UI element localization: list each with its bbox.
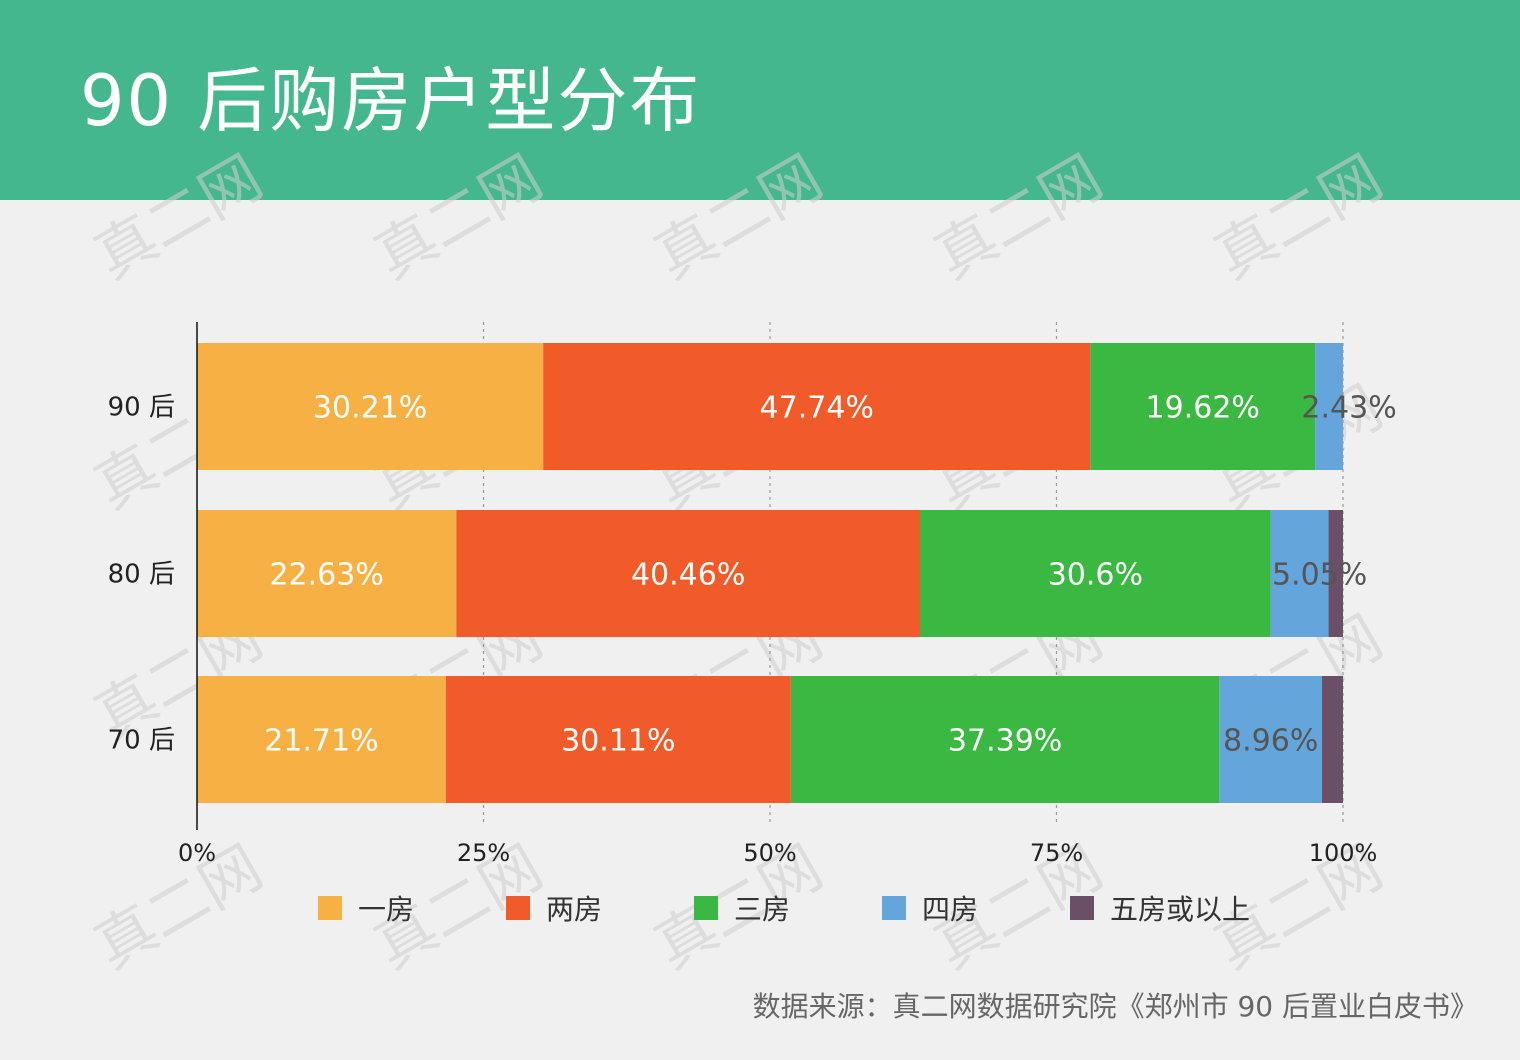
x-tick-label: 50% (743, 839, 796, 867)
category-label: 90 后 (108, 393, 175, 423)
axis: 0% 25% 50% 75% 100% (178, 322, 1377, 867)
legend-item: 五房或以上 (1070, 888, 1250, 928)
legend-item: 三房 (694, 888, 790, 928)
data-label: 22.63% (269, 558, 383, 593)
bar-segment (1328, 510, 1343, 637)
data-label: 30.11% (561, 724, 675, 759)
legend-label: 两房 (546, 893, 603, 926)
legend: 一房 两房 三房 四房 五房或以上 (0, 888, 1520, 928)
watermark-text: 真二网 (923, 142, 1114, 293)
legend-swatch (318, 896, 342, 920)
bar-segment (1270, 510, 1329, 637)
legend-item: 四房 (882, 888, 978, 928)
legend-label: 五房或以上 (1110, 893, 1251, 926)
data-label: 30.21% (313, 391, 427, 426)
chart-title: 90 后购房户型分布 (80, 60, 702, 142)
legend-label: 一房 (358, 893, 415, 926)
legend-label: 四房 (922, 893, 979, 926)
legend-item: 两房 (506, 888, 602, 928)
bar-segment (790, 676, 1220, 803)
data-label: 8.96% (1223, 724, 1318, 759)
data-label: 40.46% (631, 558, 745, 593)
value-labels: 30.21% 47.74% 19.62% 2.43% 90 后 22.63% 40.46% 3… (108, 391, 1397, 759)
bar-segment (445, 676, 791, 803)
data-label: 2.43% (1301, 391, 1396, 426)
data-label: 5.05% (1272, 558, 1367, 593)
bar-segment (1090, 343, 1316, 470)
x-tick-label: 75% (1030, 839, 1083, 867)
bar-segment (456, 510, 921, 637)
x-tick-label: 100% (1309, 839, 1378, 867)
bar-segment (543, 343, 1091, 470)
category-label: 80 后 (108, 560, 175, 590)
watermark-text: 真二网 (1203, 142, 1394, 293)
watermark-text: 真二网 (363, 142, 554, 293)
x-tick-label: 0% (178, 839, 216, 867)
bar-segment (1219, 676, 1323, 803)
legend-item: 一房 (318, 888, 414, 928)
category-label: 70 后 (108, 726, 175, 756)
bar-segment (197, 510, 457, 637)
bar-segment (197, 676, 446, 803)
data-label: 37.39% (948, 724, 1062, 759)
data-label: 21.71% (264, 724, 378, 759)
data-label: 47.74% (760, 391, 874, 426)
bar-segment (920, 510, 1271, 637)
x-tick-label: 25% (457, 839, 510, 867)
source-note: 数据来源：真二网数据研究院《郑州市 90 后置业白皮书》 (752, 990, 1478, 1023)
legend-swatch (694, 896, 718, 920)
bars (197, 343, 1343, 803)
bar-segment (197, 343, 544, 470)
bar-segment (1322, 676, 1343, 803)
legend-swatch (506, 896, 530, 920)
watermark-text: 真二网 (643, 142, 834, 293)
legend-swatch (1070, 896, 1094, 920)
data-label: 19.62% (1146, 391, 1260, 426)
legend-swatch (882, 896, 906, 920)
header-banner (0, 0, 1520, 200)
watermark-text: 真二网 (83, 142, 274, 293)
data-label: 30.6% (1048, 558, 1143, 593)
bar-segment (1315, 343, 1343, 470)
legend-label: 三房 (734, 893, 791, 926)
